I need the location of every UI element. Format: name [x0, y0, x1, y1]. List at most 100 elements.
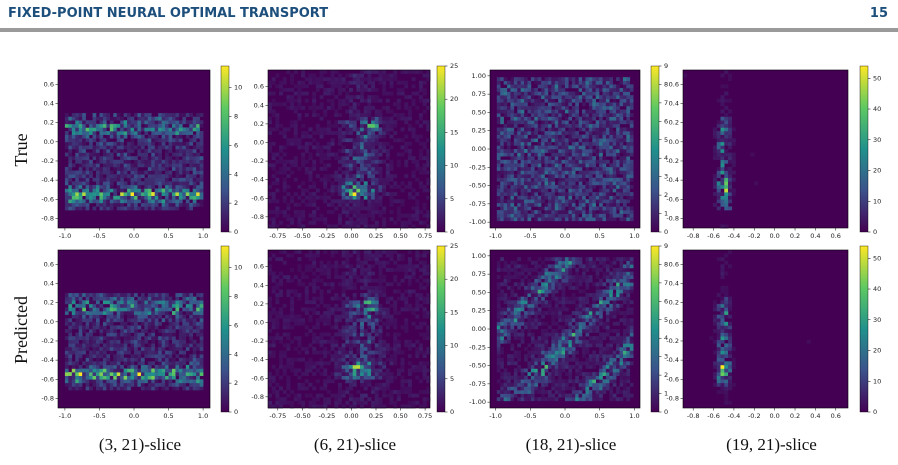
histogram-cell — [396, 253, 401, 258]
histogram-cell — [130, 293, 135, 297]
histogram-cell — [507, 195, 511, 200]
histogram-cell — [345, 138, 350, 143]
histogram-cell — [367, 368, 372, 373]
histogram-cell — [275, 120, 280, 125]
histogram-cell — [286, 382, 291, 387]
histogram-cell — [106, 166, 111, 171]
histogram-cell — [554, 113, 559, 117]
histogram-cell — [123, 382, 128, 387]
histogram-cell — [356, 192, 361, 196]
histogram-cell — [96, 375, 100, 380]
histogram-cell — [517, 156, 521, 161]
histogram-cell — [151, 379, 156, 384]
histogram-cell — [64, 138, 69, 143]
histogram-cell — [140, 329, 145, 333]
histogram-cell — [393, 303, 398, 308]
histogram-cell — [360, 152, 365, 157]
histogram-cell — [78, 177, 83, 182]
histogram-cell — [374, 361, 379, 366]
histogram-cell — [192, 364, 197, 369]
histogram-cell — [551, 156, 556, 161]
histogram-cell — [568, 217, 573, 222]
histogram-cell — [271, 156, 276, 161]
histogram-cell — [404, 213, 409, 218]
histogram-cell — [113, 293, 118, 297]
histogram-cell — [279, 91, 284, 96]
histogram-cell — [185, 303, 190, 308]
histogram-cell — [415, 339, 420, 344]
histogram-cell — [326, 282, 331, 287]
histogram-cell — [140, 206, 145, 211]
histogram-cell — [64, 382, 69, 387]
histogram-cell — [308, 80, 313, 85]
histogram-cell — [326, 131, 331, 135]
histogram-cell — [109, 202, 114, 207]
histogram-cell — [374, 152, 379, 157]
histogram-cell — [507, 141, 511, 146]
histogram-cell — [345, 264, 350, 269]
histogram-cell — [360, 138, 365, 143]
histogram-cell — [312, 300, 317, 305]
histogram-cell — [134, 181, 138, 186]
histogram-cell — [312, 166, 317, 171]
histogram-cell — [175, 307, 180, 312]
histogram-cell — [271, 325, 276, 330]
histogram-cell — [404, 174, 409, 179]
histogram-cell — [185, 346, 190, 351]
histogram-cell — [378, 314, 383, 319]
histogram-cell — [68, 170, 73, 175]
histogram-cell — [99, 202, 104, 207]
histogram-cell — [565, 210, 569, 214]
histogram-cell — [168, 206, 173, 211]
histogram-cell — [199, 343, 204, 348]
histogram-cell — [363, 170, 368, 175]
histogram-cell — [551, 91, 556, 96]
histogram-cell — [68, 152, 73, 157]
histogram-cell — [175, 177, 180, 182]
histogram-cell — [345, 199, 350, 204]
histogram-cell — [92, 138, 97, 143]
histogram-cell — [120, 195, 124, 200]
histogram-cell — [517, 77, 521, 82]
histogram-cell — [68, 177, 73, 182]
histogram-cell — [282, 188, 287, 193]
histogram-cell — [85, 321, 90, 326]
histogram-cell — [352, 127, 357, 132]
histogram-cell — [378, 116, 383, 121]
histogram-cell — [349, 98, 353, 103]
histogram-cell — [341, 149, 346, 153]
histogram-cell — [385, 181, 390, 186]
histogram-cell — [71, 127, 76, 132]
histogram-cell — [527, 138, 532, 143]
histogram-cell — [378, 202, 383, 207]
histogram-cell — [345, 220, 350, 225]
histogram-cell — [404, 267, 409, 272]
histogram-cell — [378, 210, 383, 214]
histogram-cell — [275, 113, 280, 117]
histogram-cell — [85, 314, 90, 319]
histogram-cell — [371, 368, 376, 373]
histogram-cell — [341, 250, 346, 254]
histogram-cell — [565, 116, 569, 121]
histogram-cell — [78, 159, 83, 164]
histogram-cell — [275, 397, 280, 402]
histogram-cell — [192, 368, 197, 373]
histogram-cell — [304, 131, 309, 135]
histogram-cell — [554, 163, 559, 168]
histogram-cell — [161, 174, 166, 179]
histogram-cell — [400, 70, 405, 74]
histogram-cell — [326, 332, 331, 337]
histogram-cell — [109, 177, 114, 182]
histogram-cell — [334, 113, 339, 117]
histogram-cell — [565, 152, 569, 157]
column-caption: (3, 21)-slice — [99, 435, 181, 454]
histogram-cell — [68, 307, 73, 312]
histogram-cell — [120, 382, 124, 387]
histogram-cell — [513, 213, 518, 218]
histogram-cell — [349, 116, 353, 121]
histogram-cell — [185, 372, 190, 376]
histogram-cell — [345, 329, 350, 333]
histogram-cell — [134, 113, 138, 117]
histogram-cell — [282, 350, 287, 355]
histogram-cell — [172, 332, 176, 337]
